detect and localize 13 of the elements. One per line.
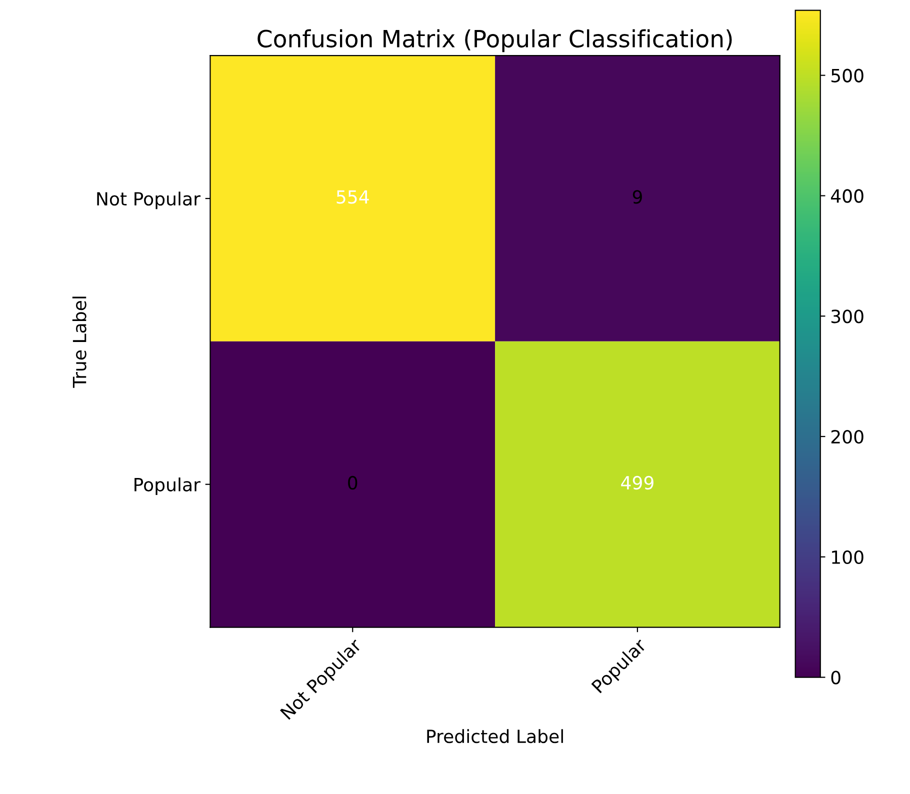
color-bar-label: 100 xyxy=(832,550,864,564)
data-label: 9 xyxy=(632,190,642,204)
y-axis-title: True Label xyxy=(72,296,86,388)
color-bar-label: 200 xyxy=(831,430,864,444)
x-axis-title: Predicted Label xyxy=(427,729,563,744)
chart-title: Confusion Matrix (Popular Classification) xyxy=(258,29,732,52)
color-bar-label: 300 xyxy=(831,310,864,324)
data-label: 554 xyxy=(336,190,369,204)
color-bar-label: 500 xyxy=(831,68,864,82)
color-bar-label: 400 xyxy=(830,189,864,203)
color-bar-label: 0 xyxy=(831,670,840,684)
data-label: 0 xyxy=(348,476,358,490)
data-label: 499 xyxy=(621,476,654,490)
